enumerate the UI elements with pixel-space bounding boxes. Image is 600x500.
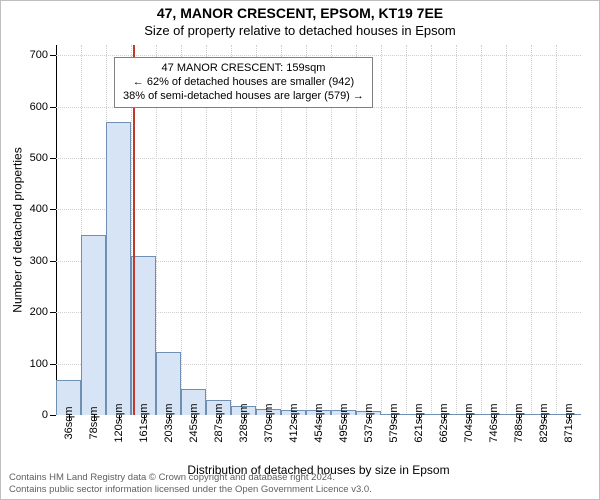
y-tick-label: 300 [30,255,48,267]
gridline-v [381,45,382,415]
y-tick-label: 400 [30,203,48,215]
x-tick-label: 662sqm [438,403,450,442]
callout-line: 47 MANOR CRESCENT: 159sqm [123,62,364,76]
x-tick-label: 36sqm [63,406,75,439]
y-tick [50,158,56,159]
x-tick-label: 370sqm [263,403,275,442]
y-axis-line [56,45,57,415]
gridline-v [531,45,532,415]
page-title: 47, MANOR CRESCENT, EPSOM, KT19 7EE [1,5,599,21]
y-tick-label: 0 [42,409,48,421]
y-tick [50,261,56,262]
x-tick-label: 287sqm [213,403,225,442]
x-tick-label: 871sqm [563,403,575,442]
y-tick [50,55,56,56]
x-tick-label: 704sqm [463,403,475,442]
x-tick-label: 621sqm [413,403,425,442]
y-tick-label: 600 [30,101,48,113]
callout-line: 38% of semi-detached houses are larger (… [123,90,364,104]
y-axis-title-wrap: Number of detached properties [11,45,25,415]
gridline-h [56,209,581,210]
x-tick-label: 78sqm [88,406,100,439]
gridline-v [506,45,507,415]
x-tick-label: 746sqm [488,403,500,442]
y-tick [50,364,56,365]
plot-inner: 010020030040050060070036sqm78sqm120sqm16… [56,45,581,415]
x-tick-label: 829sqm [538,403,550,442]
y-tick [50,312,56,313]
chart-container: 47, MANOR CRESCENT, EPSOM, KT19 7EE Size… [0,0,600,500]
x-tick-label: 245sqm [188,403,200,442]
plot-area: 010020030040050060070036sqm78sqm120sqm16… [56,45,581,415]
x-tick-label: 203sqm [163,403,175,442]
gridline-v [406,45,407,415]
y-tick-label: 700 [30,49,48,61]
y-tick-label: 500 [30,152,48,164]
y-tick [50,209,56,210]
histogram-bar [131,256,156,415]
x-tick-label: 579sqm [388,403,400,442]
footer-line-2: Contains public sector information licen… [9,484,372,495]
histogram-bar [81,235,106,415]
callout-line: ← 62% of detached houses are smaller (94… [123,76,364,90]
histogram-bar [106,122,131,415]
x-tick-label: 454sqm [313,403,325,442]
y-tick [50,107,56,108]
x-tick-label: 788sqm [513,403,525,442]
chart-subtitle: Size of property relative to detached ho… [1,23,599,38]
y-tick [50,415,56,416]
x-tick-label: 495sqm [338,403,350,442]
y-axis-title: Number of detached properties [11,147,25,312]
gridline-v [431,45,432,415]
property-callout: 47 MANOR CRESCENT: 159sqm← 62% of detach… [114,57,373,108]
footer: Contains HM Land Registry data © Crown c… [9,472,372,495]
gridline-h [56,158,581,159]
gridline-v [556,45,557,415]
x-tick-label: 161sqm [138,403,150,442]
y-tick-label: 100 [30,358,48,370]
gridline-v [481,45,482,415]
x-tick-label: 537sqm [363,403,375,442]
footer-line-1: Contains HM Land Registry data © Crown c… [9,472,372,483]
x-tick-label: 412sqm [288,403,300,442]
x-tick-label: 328sqm [238,403,250,442]
x-tick-label: 120sqm [113,403,125,442]
gridline-v [456,45,457,415]
y-tick-label: 200 [30,306,48,318]
